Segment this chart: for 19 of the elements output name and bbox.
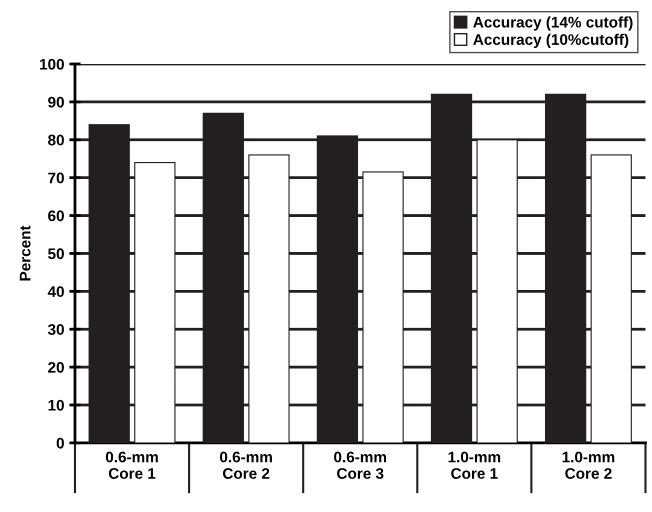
legend-label: Accuracy (14% cutoff) (473, 16, 633, 31)
y-axis-title: Percent (20, 226, 30, 280)
x-tick-label: 1.0-mm Core 1 (448, 452, 500, 479)
x-tick-label: 1.0-mm Core 2 (562, 452, 614, 479)
x-tick-label: 0.6-mm Core 2 (220, 452, 272, 479)
y-tick-label: 50 (48, 248, 64, 260)
y-tick-label: 70 (48, 172, 64, 184)
y-tick-label: 0 (56, 438, 64, 449)
x-tick-label: 0.6-mm Core 1 (106, 452, 158, 479)
y-tick-label: 30 (48, 324, 64, 335)
y-tick-label: 60 (48, 210, 64, 222)
x-tick-label: 0.6-mm Core 3 (334, 452, 386, 479)
y-tick-label: 90 (48, 96, 64, 108)
y-tick-label: 40 (48, 286, 64, 298)
y-tick-label: 20 (48, 362, 64, 373)
y-tick-label: 80 (48, 134, 64, 146)
legend-label: Accuracy (10%cutoff) (473, 34, 628, 48)
y-tick-label: 100 (40, 58, 64, 70)
y-tick-label: 10 (48, 400, 64, 411)
